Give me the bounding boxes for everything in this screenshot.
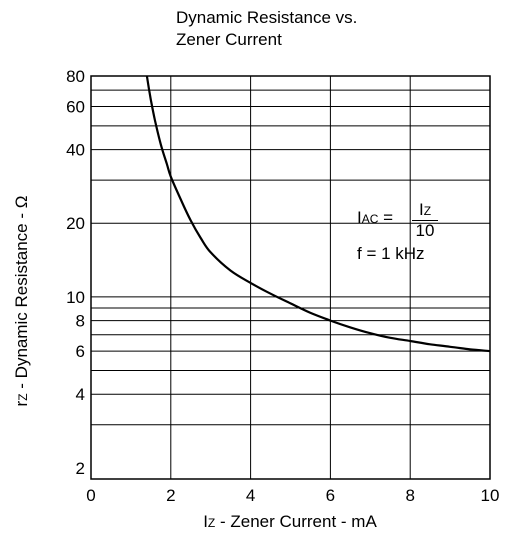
annotation-num-sub: Z — [423, 204, 432, 218]
chart-title-line-2: Zener Current — [176, 30, 282, 49]
x-axis-label: IZ - Zener Current - mA — [203, 512, 377, 532]
y-axis-label: rZ - Dynamic Resistance - Ω — [12, 196, 32, 407]
annotation-fraction: IZ 10 — [412, 201, 438, 241]
y-tick-label-3: 8 — [76, 312, 85, 331]
annotation-equals: = — [378, 208, 394, 227]
x-tick-label-3: 6 — [326, 486, 335, 505]
y-axis-label-main: r — [12, 400, 31, 407]
x-axis-label-sub: Z — [207, 516, 216, 530]
y-tick-label-6: 40 — [66, 141, 85, 160]
y-tick-label-0: 2 — [76, 459, 85, 478]
gridlines — [91, 75, 490, 479]
y-axis-label-rest: - Dynamic Resistance - Ω — [12, 195, 31, 394]
annotation-num-main: I — [418, 200, 424, 219]
y-axis-label-sub: Z — [16, 393, 30, 401]
plot-area-border — [90, 75, 491, 480]
annotation-frequency: f = 1 kHz — [357, 244, 425, 263]
annotation-lhs: IAC = — [357, 208, 393, 228]
x-tick-label-4: 8 — [405, 486, 414, 505]
y-tick-label-1: 4 — [76, 385, 85, 404]
x-axis-label-rest: - Zener Current - mA — [215, 512, 377, 531]
x-axis-label-main: I — [203, 512, 208, 531]
series-line-0 — [145, 75, 491, 353]
annotation-fraction-numerator: IZ — [412, 201, 438, 221]
x-tick-label-2: 4 — [246, 486, 255, 505]
y-tick-label-5: 20 — [66, 214, 85, 233]
data-series — [145, 75, 491, 353]
x-tick-label-1: 2 — [166, 486, 175, 505]
y-tick-label-2: 6 — [76, 342, 85, 361]
annotation-lhs-sub: AC — [361, 212, 379, 226]
x-tick-label-5: 10 — [481, 486, 500, 505]
y-tick-label-7: 60 — [66, 98, 85, 117]
y-tick-label-8: 80 — [66, 67, 85, 86]
annotation-lhs-main: I — [357, 208, 362, 227]
y-tick-label-4: 10 — [66, 288, 85, 307]
chart-title-line-1: Dynamic Resistance vs. — [176, 8, 358, 27]
x-tick-label-0: 0 — [86, 486, 95, 505]
annotation-fraction-denominator: 10 — [415, 221, 435, 240]
